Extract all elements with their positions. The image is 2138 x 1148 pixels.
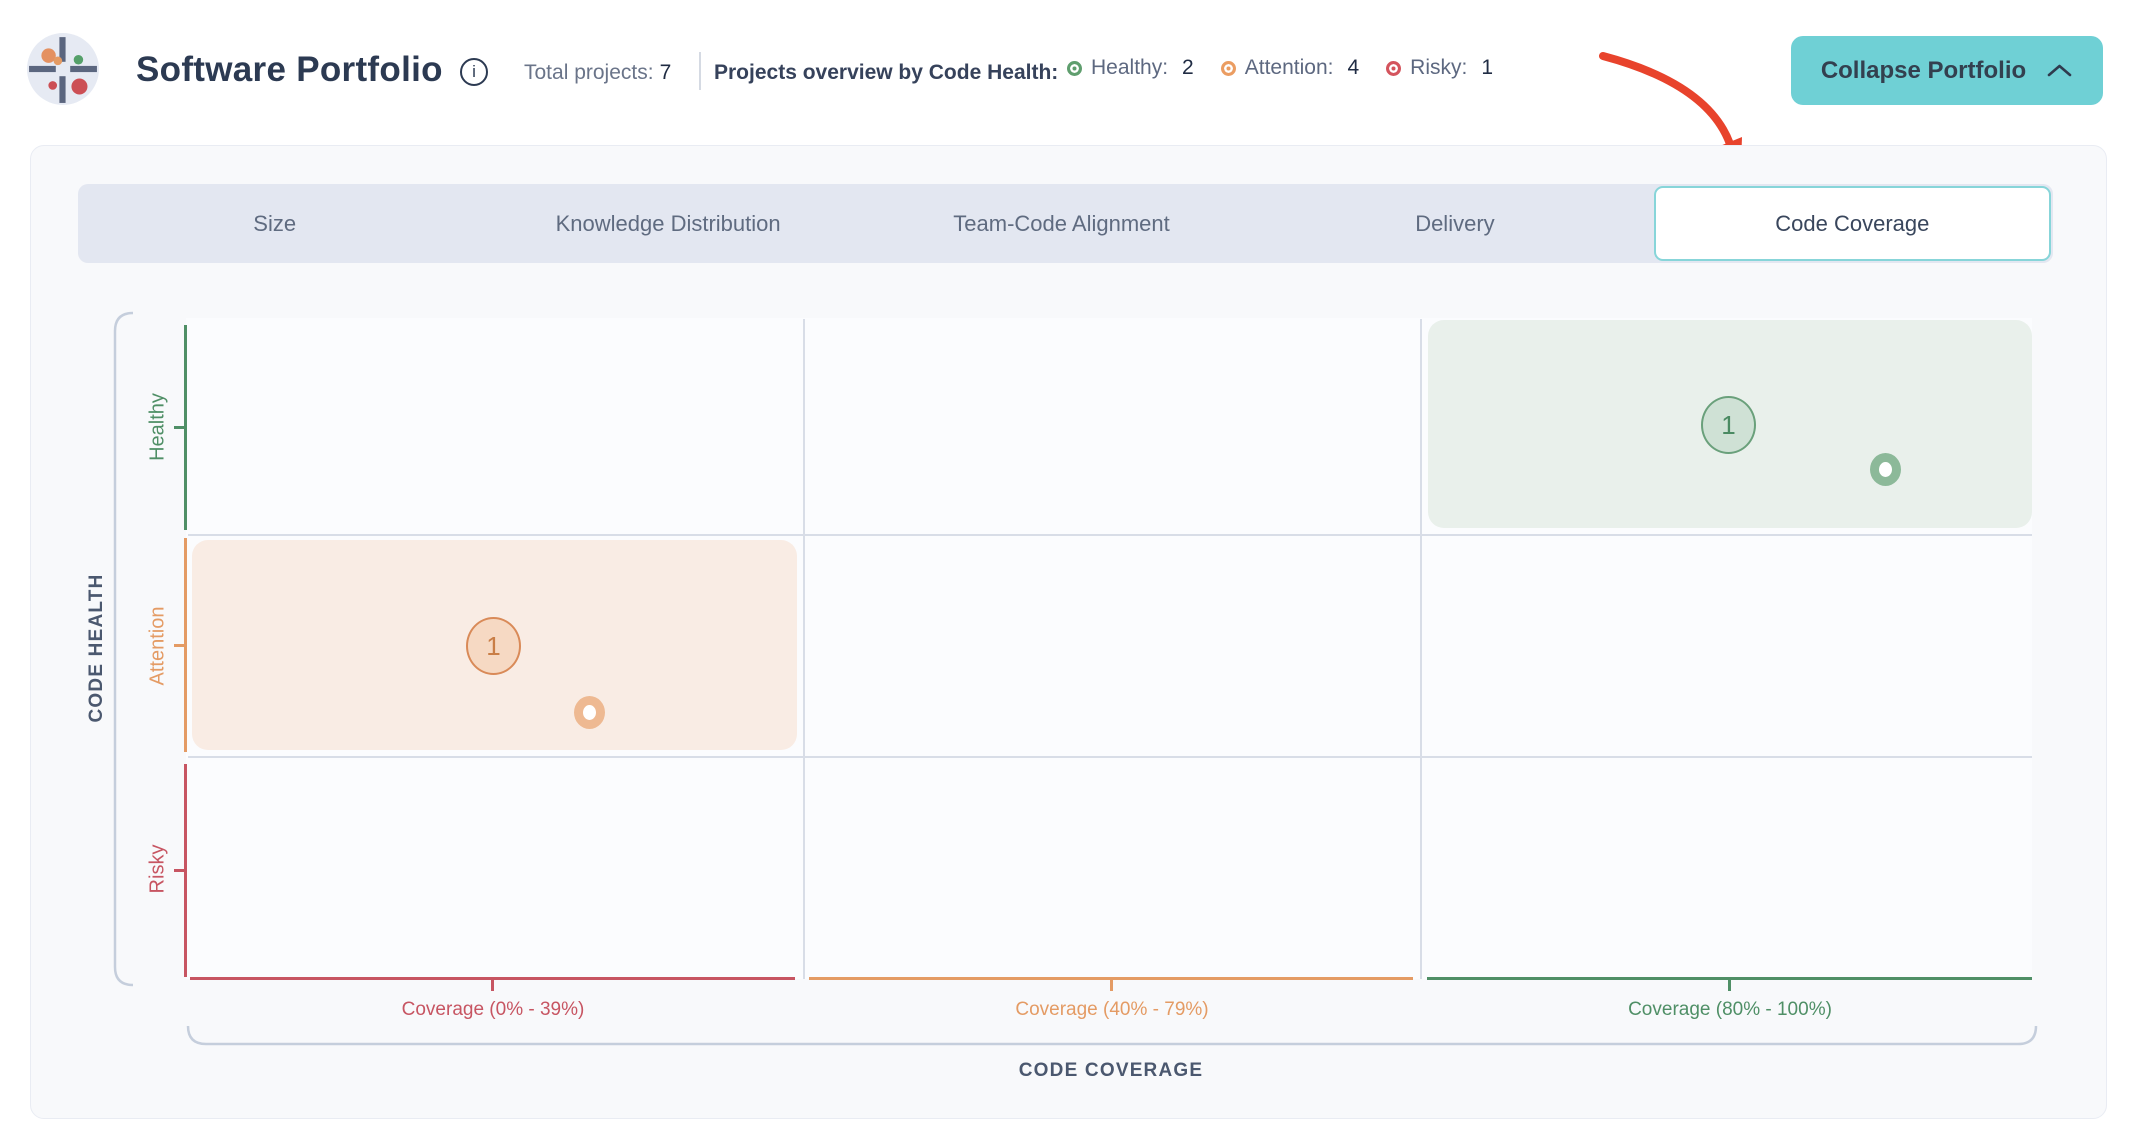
code-health-legend: Healthy: 2 Attention: 4 Risky: 1 bbox=[1067, 56, 1493, 80]
legend-item-healthy: Healthy: 2 bbox=[1067, 56, 1194, 80]
y-axis-bracket bbox=[113, 311, 134, 987]
project-dot-attention[interactable] bbox=[574, 696, 605, 729]
y-axis-segment-attention bbox=[174, 538, 187, 752]
chevron-up-icon bbox=[2047, 64, 2072, 77]
metric-tabbar: Size Knowledge Distribution Team-Code Al… bbox=[78, 184, 2053, 263]
cluster-count: 1 bbox=[486, 630, 501, 661]
y-tick-label-healthy: Healthy bbox=[146, 393, 169, 461]
x-tick-label-low-coverage: Coverage (0% - 39%) bbox=[401, 999, 585, 1020]
collapse-portfolio-button[interactable]: Collapse Portfolio bbox=[1791, 36, 2103, 105]
grid-row-divider bbox=[188, 756, 2032, 758]
total-projects-value: 7 bbox=[659, 61, 672, 84]
grid-column-divider bbox=[1420, 319, 1422, 979]
attention-dot-icon bbox=[1220, 60, 1236, 76]
header-divider bbox=[699, 52, 701, 90]
risky-dot-icon bbox=[1386, 60, 1402, 76]
legend-value: 1 bbox=[1481, 56, 1494, 79]
y-tick-label-attention: Attention bbox=[146, 606, 169, 686]
x-axis-title: CODE COVERAGE bbox=[1018, 1060, 1204, 1081]
legend-label: Risky: bbox=[1410, 56, 1468, 79]
legend-item-attention: Attention: 4 bbox=[1220, 56, 1360, 80]
overview-label: Projects overview by Code Health: bbox=[714, 61, 1059, 84]
info-icon-glyph: i bbox=[472, 62, 476, 81]
x-tick-label-high-coverage: Coverage (80% - 100%) bbox=[1628, 999, 1832, 1020]
x-axis-segment-mid-coverage bbox=[809, 977, 1413, 991]
cluster-marker-healthy[interactable]: 1 bbox=[1701, 396, 1756, 454]
page-title: Software Portfolio bbox=[136, 50, 443, 89]
tab-size[interactable]: Size bbox=[253, 210, 297, 236]
legend-item-risky: Risky: 1 bbox=[1386, 56, 1493, 80]
grid-column-divider bbox=[803, 319, 805, 979]
collapse-portfolio-label: Collapse Portfolio bbox=[1820, 56, 2027, 84]
tab-knowledge-distribution[interactable]: Knowledge Distribution bbox=[555, 210, 781, 236]
legend-value: 2 bbox=[1182, 56, 1194, 79]
legend-label: Attention: bbox=[1244, 56, 1334, 79]
tab-code-coverage[interactable]: Code Coverage bbox=[1653, 186, 2052, 261]
total-projects-label: Total projects: bbox=[524, 61, 654, 84]
cluster-count: 1 bbox=[1721, 409, 1736, 440]
y-tick-label-risky: Risky bbox=[146, 844, 169, 894]
tab-delivery[interactable]: Delivery bbox=[1415, 210, 1495, 236]
x-axis-bracket bbox=[186, 1025, 2038, 1046]
portfolio-logo-icon bbox=[27, 33, 99, 105]
legend-label: Healthy: bbox=[1091, 56, 1169, 79]
y-axis-segment-healthy bbox=[174, 325, 187, 530]
y-axis-segment-risky bbox=[174, 764, 187, 977]
x-axis-segment-low-coverage bbox=[190, 977, 795, 991]
total-projects: Total projects: 7 bbox=[524, 61, 671, 85]
project-dot-healthy[interactable] bbox=[1870, 453, 1901, 486]
x-tick-label-mid-coverage: Coverage (40% - 79%) bbox=[1015, 999, 1209, 1020]
info-icon[interactable]: i bbox=[460, 58, 488, 86]
healthy-dot-icon bbox=[1067, 60, 1082, 76]
grid-row-divider bbox=[188, 534, 2032, 536]
cluster-marker-attention[interactable]: 1 bbox=[466, 617, 521, 675]
legend-value: 4 bbox=[1347, 56, 1360, 79]
x-axis-segment-high-coverage bbox=[1427, 977, 2032, 991]
tab-team-code-alignment[interactable]: Team-Code Alignment bbox=[953, 210, 1170, 236]
